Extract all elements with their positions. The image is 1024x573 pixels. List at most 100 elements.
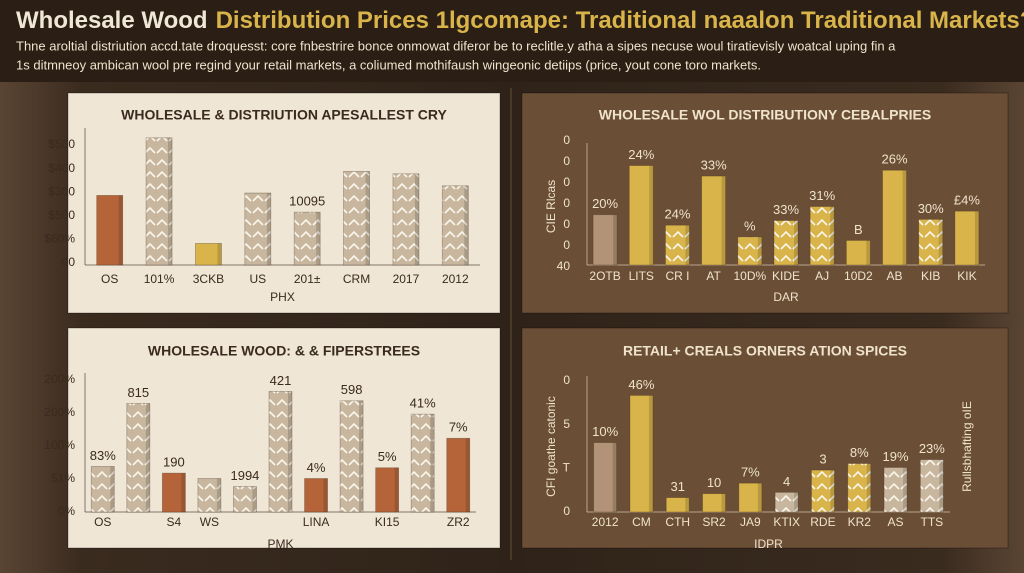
- x-tick-label: AJ: [815, 269, 829, 283]
- x-tick-label: 2OTB: [589, 269, 620, 283]
- bar-label: 33%: [773, 202, 799, 217]
- bar-shade: [685, 497, 690, 512]
- bar: [392, 173, 420, 266]
- x-tick-label: CM: [632, 515, 651, 529]
- bar: [90, 466, 115, 513]
- bar-shade: [217, 243, 222, 265]
- x-axis-title: IDPR: [754, 537, 783, 551]
- bar-label: 7%: [449, 420, 468, 435]
- y-axis-label: 200%: [44, 372, 75, 386]
- bar-shade: [866, 240, 871, 265]
- bar: [919, 459, 944, 513]
- header-title: Wholesale Wood Distribution Prices 1lgcom…: [16, 7, 1024, 34]
- bar: [738, 482, 763, 513]
- bar-label: 8%: [850, 445, 869, 460]
- bar-label: 20%: [592, 196, 618, 211]
- bar-shade: [866, 463, 871, 512]
- x-tick-label: 2012: [592, 515, 619, 529]
- x-tick-label: KIK: [957, 269, 976, 283]
- bar-label: 46%: [628, 377, 654, 392]
- y-axis-label: 100%: [44, 438, 75, 452]
- bar-shade: [365, 171, 370, 265]
- bar: [441, 185, 469, 266]
- chart-title: WHOLESALE WOL DISTRIBUTIONY CEBALPRIES: [599, 107, 931, 123]
- bar-shade: [830, 206, 835, 265]
- bar: [197, 478, 222, 513]
- bar-label: 83%: [90, 448, 116, 463]
- title-lead: Wholesale Wood: [16, 7, 208, 34]
- header-band: [0, 0, 1024, 82]
- bar-label: 19%: [883, 449, 909, 464]
- bar-shade: [648, 395, 653, 512]
- x-tick-label: AB: [887, 269, 903, 283]
- bar-label: £4%: [954, 193, 980, 208]
- x-tick-label: KTIX: [773, 515, 800, 529]
- bar: [628, 165, 654, 266]
- chart-title: WHOLESALE & DISTRIUTION APESALLEST CRY: [121, 107, 447, 123]
- y-axis-label: 51%: [51, 471, 75, 485]
- bar-shade: [612, 442, 617, 512]
- bar-label: 10095: [289, 194, 325, 209]
- bar-shade: [430, 414, 435, 512]
- bar-label: 24%: [664, 207, 690, 222]
- bar-shade: [359, 400, 364, 512]
- bar-shade: [649, 165, 654, 265]
- bar-shade: [902, 170, 907, 265]
- bar: [593, 442, 618, 513]
- y-axis-title: CFI goathe catonic: [544, 396, 558, 497]
- bar-label: 10%: [592, 424, 618, 439]
- x-tick-label: TTS: [921, 515, 944, 529]
- y-axis-label: $400: [48, 161, 75, 175]
- x-axis-title: PHX: [270, 290, 295, 304]
- y-axis-label: $60%: [44, 232, 75, 246]
- bar: [809, 206, 835, 266]
- bar-label: B: [854, 222, 863, 237]
- chart-title: RETAIL+ CREALS ORNERS ATION SPICES: [623, 343, 907, 359]
- bar-shade: [216, 478, 221, 512]
- x-tick-label: 10D2: [844, 269, 873, 283]
- bar-label: 4%: [307, 460, 326, 475]
- bar-shade: [721, 176, 726, 265]
- bar: [954, 210, 980, 266]
- y-axis-label: 0: [563, 504, 570, 518]
- bar: [161, 472, 186, 513]
- x-tick-label: 2012: [442, 272, 469, 286]
- x-tick-label: SR2: [702, 515, 726, 529]
- x-tick-label: KR2: [848, 515, 872, 529]
- bar: [918, 218, 944, 266]
- y-axis-label: 0: [563, 175, 570, 189]
- title-rest: Distribution Prices 1lgcomape: Tradition…: [216, 7, 1024, 34]
- y-axis-label: 0: [563, 238, 570, 252]
- y-axis-label: T: [563, 461, 571, 475]
- bar-shade: [181, 473, 186, 512]
- bar-shade: [757, 236, 762, 265]
- subtitle-line: Thne aroltial distriution accd.tate droq…: [16, 38, 896, 53]
- bar: [339, 400, 364, 513]
- bar-shade: [794, 492, 799, 512]
- bar: [773, 220, 799, 266]
- x-tick-label: 101%: [144, 272, 175, 286]
- bar-shade: [903, 467, 908, 512]
- y-axis-label: 5: [563, 417, 570, 431]
- x-tick-label: 10D%: [733, 269, 766, 283]
- bar: [304, 478, 328, 513]
- panel: [521, 92, 1009, 314]
- bar-shade: [168, 137, 173, 265]
- chart-title: WHOLESALE WOOD: & & FIPERSTREES: [148, 343, 420, 359]
- x-axis-title: PMK: [267, 537, 293, 551]
- bar-label: 3: [819, 452, 826, 467]
- bar-label: 41%: [410, 396, 436, 411]
- bar: [126, 403, 151, 513]
- bar: [774, 491, 799, 513]
- x-tick-label: AT: [706, 269, 721, 283]
- bar-label: 30%: [918, 201, 944, 216]
- y-axis-label: 0%: [58, 504, 76, 518]
- bar-shade: [830, 470, 835, 512]
- x-tick-label: RDE: [810, 515, 835, 529]
- y-axis-label: 0: [563, 217, 570, 231]
- bar: [410, 413, 435, 513]
- bar: [592, 214, 618, 266]
- bar-shade: [465, 438, 470, 512]
- bar: [882, 169, 907, 266]
